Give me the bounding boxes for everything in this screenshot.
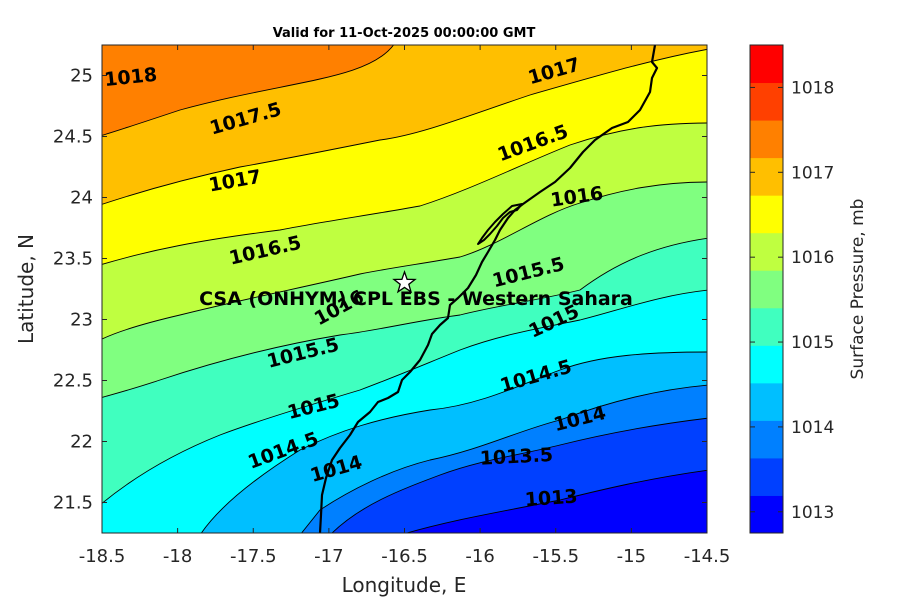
x-tick-label: -18.5: [79, 546, 126, 567]
y-tick-label: 23.5: [53, 249, 93, 270]
x-axis-ticks: -18.5 -18 -17.5 -17 -16.5 -16 -15.5 -15 -14.5: [79, 45, 731, 567]
x-tick-label: -15.5: [532, 546, 579, 567]
colorbar-swatch: [750, 45, 783, 84]
isobar-1016: [102, 181, 707, 340]
colorbar-tick-label: 1018: [791, 78, 834, 98]
isobar-1017: [102, 48, 707, 205]
y-tick-label: 24.5: [53, 127, 93, 148]
colorbar-swatch: [750, 120, 783, 159]
isobar-1015: [102, 289, 707, 504]
band-1013-5: [301, 385, 707, 533]
chart-title: Valid for 11-Oct-2025 00:00:00 GMT: [273, 26, 536, 41]
colorbar-swatch: [750, 345, 783, 384]
x-tick-label: -17.5: [230, 546, 277, 567]
colorbar-swatch: [750, 195, 783, 234]
site-star-marker: [392, 269, 417, 294]
colorbar-swatch: [750, 270, 783, 309]
band-1013: [332, 418, 707, 533]
isobar-1015-5: [102, 237, 707, 398]
y-tick-label: 23: [70, 310, 93, 331]
coastline: [318, 45, 659, 533]
x-tick-label: -18: [163, 546, 192, 567]
colorbar: [750, 45, 783, 534]
y-tick-label: 25: [70, 66, 93, 87]
x-tick-label: -14.5: [684, 546, 731, 567]
x-tick-label: -17: [314, 546, 343, 567]
band-1016: [102, 123, 707, 340]
colorbar-swatch: [750, 157, 783, 196]
x-tick-label: -16: [465, 546, 494, 567]
contour-plot-area: [102, 45, 707, 533]
colorbar-tick-label: 1013: [791, 503, 834, 523]
isobar-1013-5: [331, 417, 707, 533]
contour-label: 1013: [524, 486, 578, 512]
y-axis-ticks: 21.5 22 22.5 23 23.5 24 24.5 25: [53, 66, 707, 514]
colorbar-frame: [749, 44, 784, 534]
isobar-1016-5: [102, 122, 707, 265]
band-1017-5: [102, 45, 394, 136]
band-1016-5: [102, 49, 707, 265]
isobar-1017-5: [102, 45, 394, 136]
band-1014-5: [102, 290, 707, 533]
y-tick-label: 21.5: [53, 493, 93, 514]
colorbar-swatch: [750, 495, 783, 534]
x-tick-label: -15: [617, 546, 646, 567]
x-tick-label: -16.5: [381, 546, 428, 567]
colorbar-tick-label: 1017: [791, 163, 834, 183]
isobar-lines: [102, 45, 707, 533]
y-axis-label: Latitude, N: [14, 234, 38, 344]
colorbar-ticks: 1013 1014 1015 1016 1017 1018: [750, 78, 834, 523]
isobar-1014: [301, 384, 707, 533]
site-label: CSA (ONHYM) CPL EBS - Western Sahara: [199, 288, 633, 310]
colorbar-swatch: [750, 232, 783, 271]
colorbar-tick-label: 1014: [791, 418, 834, 438]
contour-label: 1018: [103, 64, 158, 91]
dakhla-peninsula: [477, 203, 523, 245]
colorbar-swatch: [750, 82, 783, 121]
isobar-1014-5: [200, 351, 707, 533]
band-1015: [102, 238, 707, 504]
colorbar-tick-label: 1016: [791, 248, 834, 268]
isobar-1013: [405, 469, 707, 533]
band-1015-5: [102, 182, 707, 398]
colorbar-swatch: [750, 420, 783, 459]
y-tick-label: 22.5: [53, 371, 93, 392]
band-1014: [201, 352, 707, 533]
colorbar-swatch: [750, 307, 783, 346]
colorbar-tick-label: 1015: [791, 333, 834, 353]
colorbar-label: Surface Pressure, mb: [848, 199, 868, 380]
colorbar-swatch: [750, 382, 783, 421]
contour-label: 1013.5: [479, 444, 553, 470]
x-axis-label: Longitude, E: [342, 573, 467, 597]
y-tick-label: 24: [70, 188, 93, 209]
colorbar-swatch: [750, 457, 783, 496]
band-below-1013: [406, 470, 707, 533]
y-tick-label: 22: [70, 432, 93, 453]
